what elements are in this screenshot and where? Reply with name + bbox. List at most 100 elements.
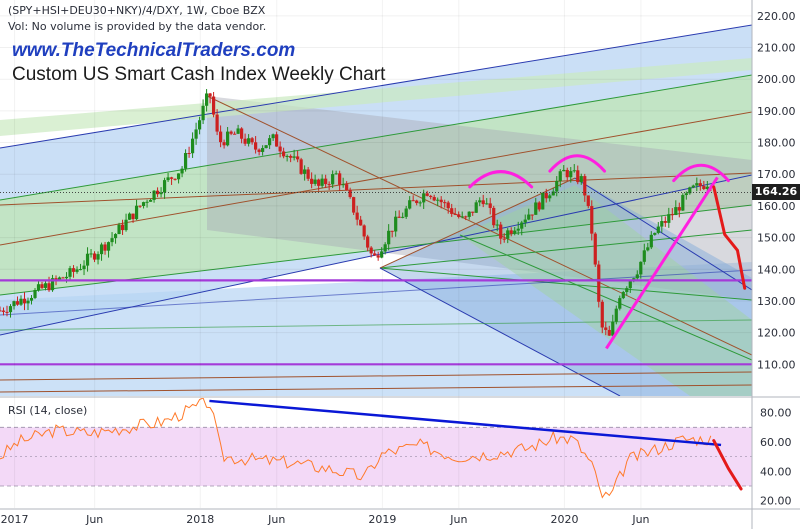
symbol-line: (SPY+HSI+DEU30+NKY)/4/DXY, 1W, Cboe BZX [8, 4, 266, 17]
price-tick-label: 170.00 [757, 168, 796, 181]
candle-body [453, 213, 457, 215]
candle-body [618, 298, 622, 309]
price-tick-label: 110.00 [757, 358, 796, 371]
candle-body [600, 301, 604, 328]
candle-body [562, 169, 566, 172]
candle-body [145, 201, 149, 203]
candle-body [155, 190, 160, 195]
candle-body [5, 311, 9, 313]
candle-body [502, 238, 506, 240]
candle-body [92, 253, 97, 260]
pattern-arc [672, 163, 730, 183]
candle-body [236, 128, 240, 134]
rsi-tick-label: 60.00 [760, 436, 792, 449]
candle-body [127, 213, 132, 220]
candle-body [1, 310, 6, 312]
candle-body [576, 170, 580, 183]
candle-body [369, 247, 373, 254]
candle-body [688, 187, 692, 194]
candle-body [320, 178, 324, 186]
time-tick-label: Jun [85, 513, 103, 526]
candle-body [299, 159, 303, 174]
candle-body [681, 195, 685, 211]
candle-body [593, 233, 597, 265]
rsi-tick-label: 40.00 [760, 465, 792, 478]
rsi-pane[interactable] [0, 398, 752, 508]
candle-body [516, 228, 520, 231]
candle-body [642, 250, 646, 262]
rsi-axis[interactable]: 80.00 60.00 40.00 20.00 [752, 398, 800, 508]
candle-body [656, 226, 660, 233]
candle-body [376, 255, 380, 258]
candle-body [313, 179, 317, 184]
price-tick-label: 180.00 [757, 137, 796, 150]
candle-body [310, 178, 314, 184]
candle-body [54, 278, 58, 280]
candle-body [359, 219, 363, 226]
drawing-overlays [0, 154, 752, 366]
last-price-tag: 164.26 [752, 184, 800, 201]
candle-body [12, 301, 16, 307]
candle-body [292, 156, 296, 158]
candle-body [460, 216, 464, 218]
rsi-tick-label: 80.00 [760, 407, 792, 420]
candle-body [0, 310, 2, 312]
candle-body [674, 207, 678, 216]
price-tick-label: 130.00 [757, 295, 796, 308]
time-axis[interactable]: 2017 Jun 2018 Jun 2019 Jun 2020 Jun [1, 0, 650, 526]
candle-series [0, 89, 713, 337]
candle-body [492, 207, 496, 226]
price-tick-label: 220.00 [757, 10, 796, 23]
candle-body [488, 203, 492, 208]
candle-body [404, 208, 408, 217]
candle-body [677, 207, 681, 211]
upper-green-region [0, 58, 752, 136]
candle-body [481, 200, 485, 205]
candle-body [331, 174, 335, 185]
chart-title: Custom US Smart Cash Index Weekly Chart [12, 64, 386, 85]
candle-body [211, 96, 216, 115]
candle-body [380, 251, 384, 258]
candle-body [684, 193, 688, 196]
candle-body [85, 253, 90, 266]
candle-body [190, 138, 195, 154]
price-tick-label: 210.00 [757, 42, 796, 55]
candle-body [551, 191, 555, 196]
candle-body [474, 202, 478, 213]
candle-body [499, 224, 503, 239]
candle-body [303, 169, 307, 174]
price-tick-label: 200.00 [757, 73, 796, 86]
candle-body [289, 155, 293, 158]
candle-body [555, 180, 559, 192]
candle-body [425, 193, 429, 196]
candle-body [19, 298, 23, 305]
candle-body [327, 184, 331, 186]
candle-body [197, 120, 202, 130]
candle-body [590, 206, 594, 234]
time-tick-label: Jun [267, 513, 285, 526]
candle-body [583, 176, 587, 196]
candle-body [646, 247, 650, 251]
candle-body [432, 197, 436, 201]
candle-body [415, 200, 419, 204]
candle-body [705, 186, 709, 189]
candle-body [534, 202, 538, 215]
candle-body [702, 186, 706, 189]
candle-body [296, 156, 300, 160]
candle-body [285, 155, 289, 157]
price-tick-label: 140.00 [757, 263, 796, 276]
candle-body [180, 168, 184, 174]
rsi-trendline [209, 399, 722, 447]
price-tick-label: 160.00 [757, 200, 796, 213]
candle-body [408, 200, 412, 209]
candle-body [450, 208, 454, 214]
candle-body [57, 277, 62, 280]
candle-body [47, 283, 51, 291]
price-projection [712, 185, 747, 290]
price-pane[interactable] [0, 0, 752, 396]
candle-body [614, 308, 618, 322]
candle-body [124, 219, 128, 231]
candle-body [43, 283, 48, 288]
candle-body [586, 195, 590, 207]
